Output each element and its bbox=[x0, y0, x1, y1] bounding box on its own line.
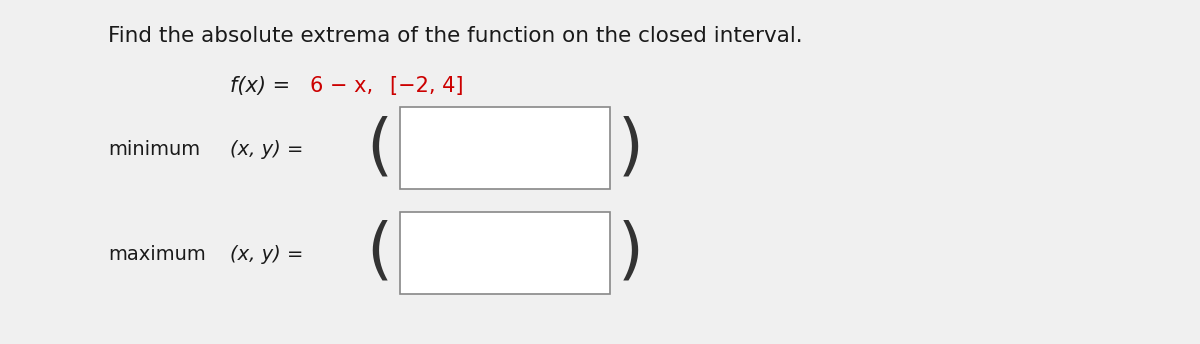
Text: f(x) =: f(x) = bbox=[230, 76, 296, 96]
Text: Find the absolute extrema of the function on the closed interval.: Find the absolute extrema of the functio… bbox=[108, 26, 803, 46]
Text: (: ( bbox=[366, 220, 392, 286]
Text: (x, y) =: (x, y) = bbox=[230, 140, 304, 159]
Text: [−2, 4]: [−2, 4] bbox=[390, 76, 463, 96]
Text: (: ( bbox=[366, 115, 392, 181]
Text: minimum: minimum bbox=[108, 140, 200, 159]
Text: (x, y) =: (x, y) = bbox=[230, 245, 304, 264]
Text: ): ) bbox=[618, 115, 644, 181]
Text: 6 − x,: 6 − x, bbox=[310, 76, 373, 96]
Text: maximum: maximum bbox=[108, 245, 205, 264]
Text: ): ) bbox=[618, 220, 644, 286]
Bar bbox=[400, 107, 610, 189]
Bar bbox=[400, 212, 610, 294]
